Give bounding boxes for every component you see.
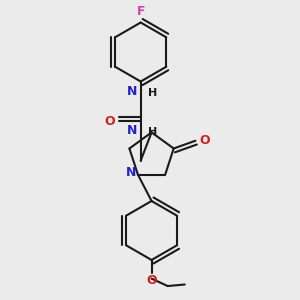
Text: F: F [136,5,145,19]
Text: H: H [148,127,157,137]
Text: O: O [146,274,157,287]
Text: N: N [126,167,136,179]
Text: O: O [199,134,210,147]
Text: H: H [148,88,157,98]
Text: O: O [105,115,115,128]
Text: N: N [127,85,138,98]
Text: N: N [127,124,138,137]
